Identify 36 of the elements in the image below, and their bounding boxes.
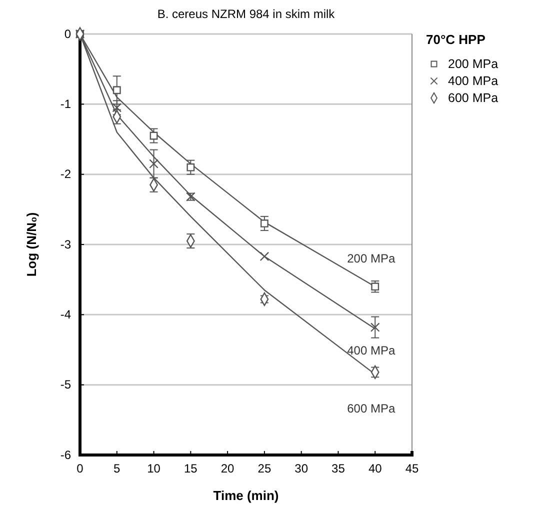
point [260, 252, 270, 262]
annotation: 400 MPa [347, 344, 396, 358]
annotation: 600 MPa [347, 401, 396, 416]
legend-label: 200 MPa [448, 57, 498, 71]
y-axis-title: Log (N/N₀) [24, 212, 39, 277]
point [186, 163, 195, 172]
y-tick-label: -2 [60, 167, 72, 182]
point [150, 132, 158, 140]
x-tick-label: 35 [332, 461, 346, 476]
y-tick-label: -5 [60, 378, 72, 392]
x-tick-label: 15 [184, 461, 198, 476]
x-tick-label: 0 [76, 461, 84, 476]
y-tick-label: -1 [60, 97, 72, 112]
x-tick-label: 25 [258, 461, 272, 476]
point [370, 322, 380, 332]
x-tick-label: 30 [294, 461, 308, 476]
point [112, 103, 122, 112]
x-tick-label: 45 [405, 461, 419, 476]
chart-title: B. cereus NZRM 984 in skim milk [157, 7, 336, 21]
point [371, 282, 380, 291]
x-axis-title: Time (min) [213, 488, 279, 503]
x-tick-label: 20 [220, 461, 235, 476]
legend-label: 600 MPa [448, 91, 498, 105]
x-tick-label: 40 [368, 461, 382, 476]
point [260, 219, 268, 228]
x-tick-label: 10 [147, 461, 161, 476]
legend-label: 400 MPa [448, 74, 498, 88]
y-tick-label: -4 [60, 308, 72, 322]
point [112, 86, 121, 94]
x-tick-label: 5 [114, 461, 121, 476]
y-tick-label: 0 [64, 26, 72, 41]
annotation: 200 MPa [347, 252, 396, 266]
legend-title: 70°C HPP [426, 32, 486, 47]
y-tick-label: -6 [60, 448, 72, 462]
y-tick-label: -3 [60, 237, 72, 252]
point [149, 159, 158, 168]
